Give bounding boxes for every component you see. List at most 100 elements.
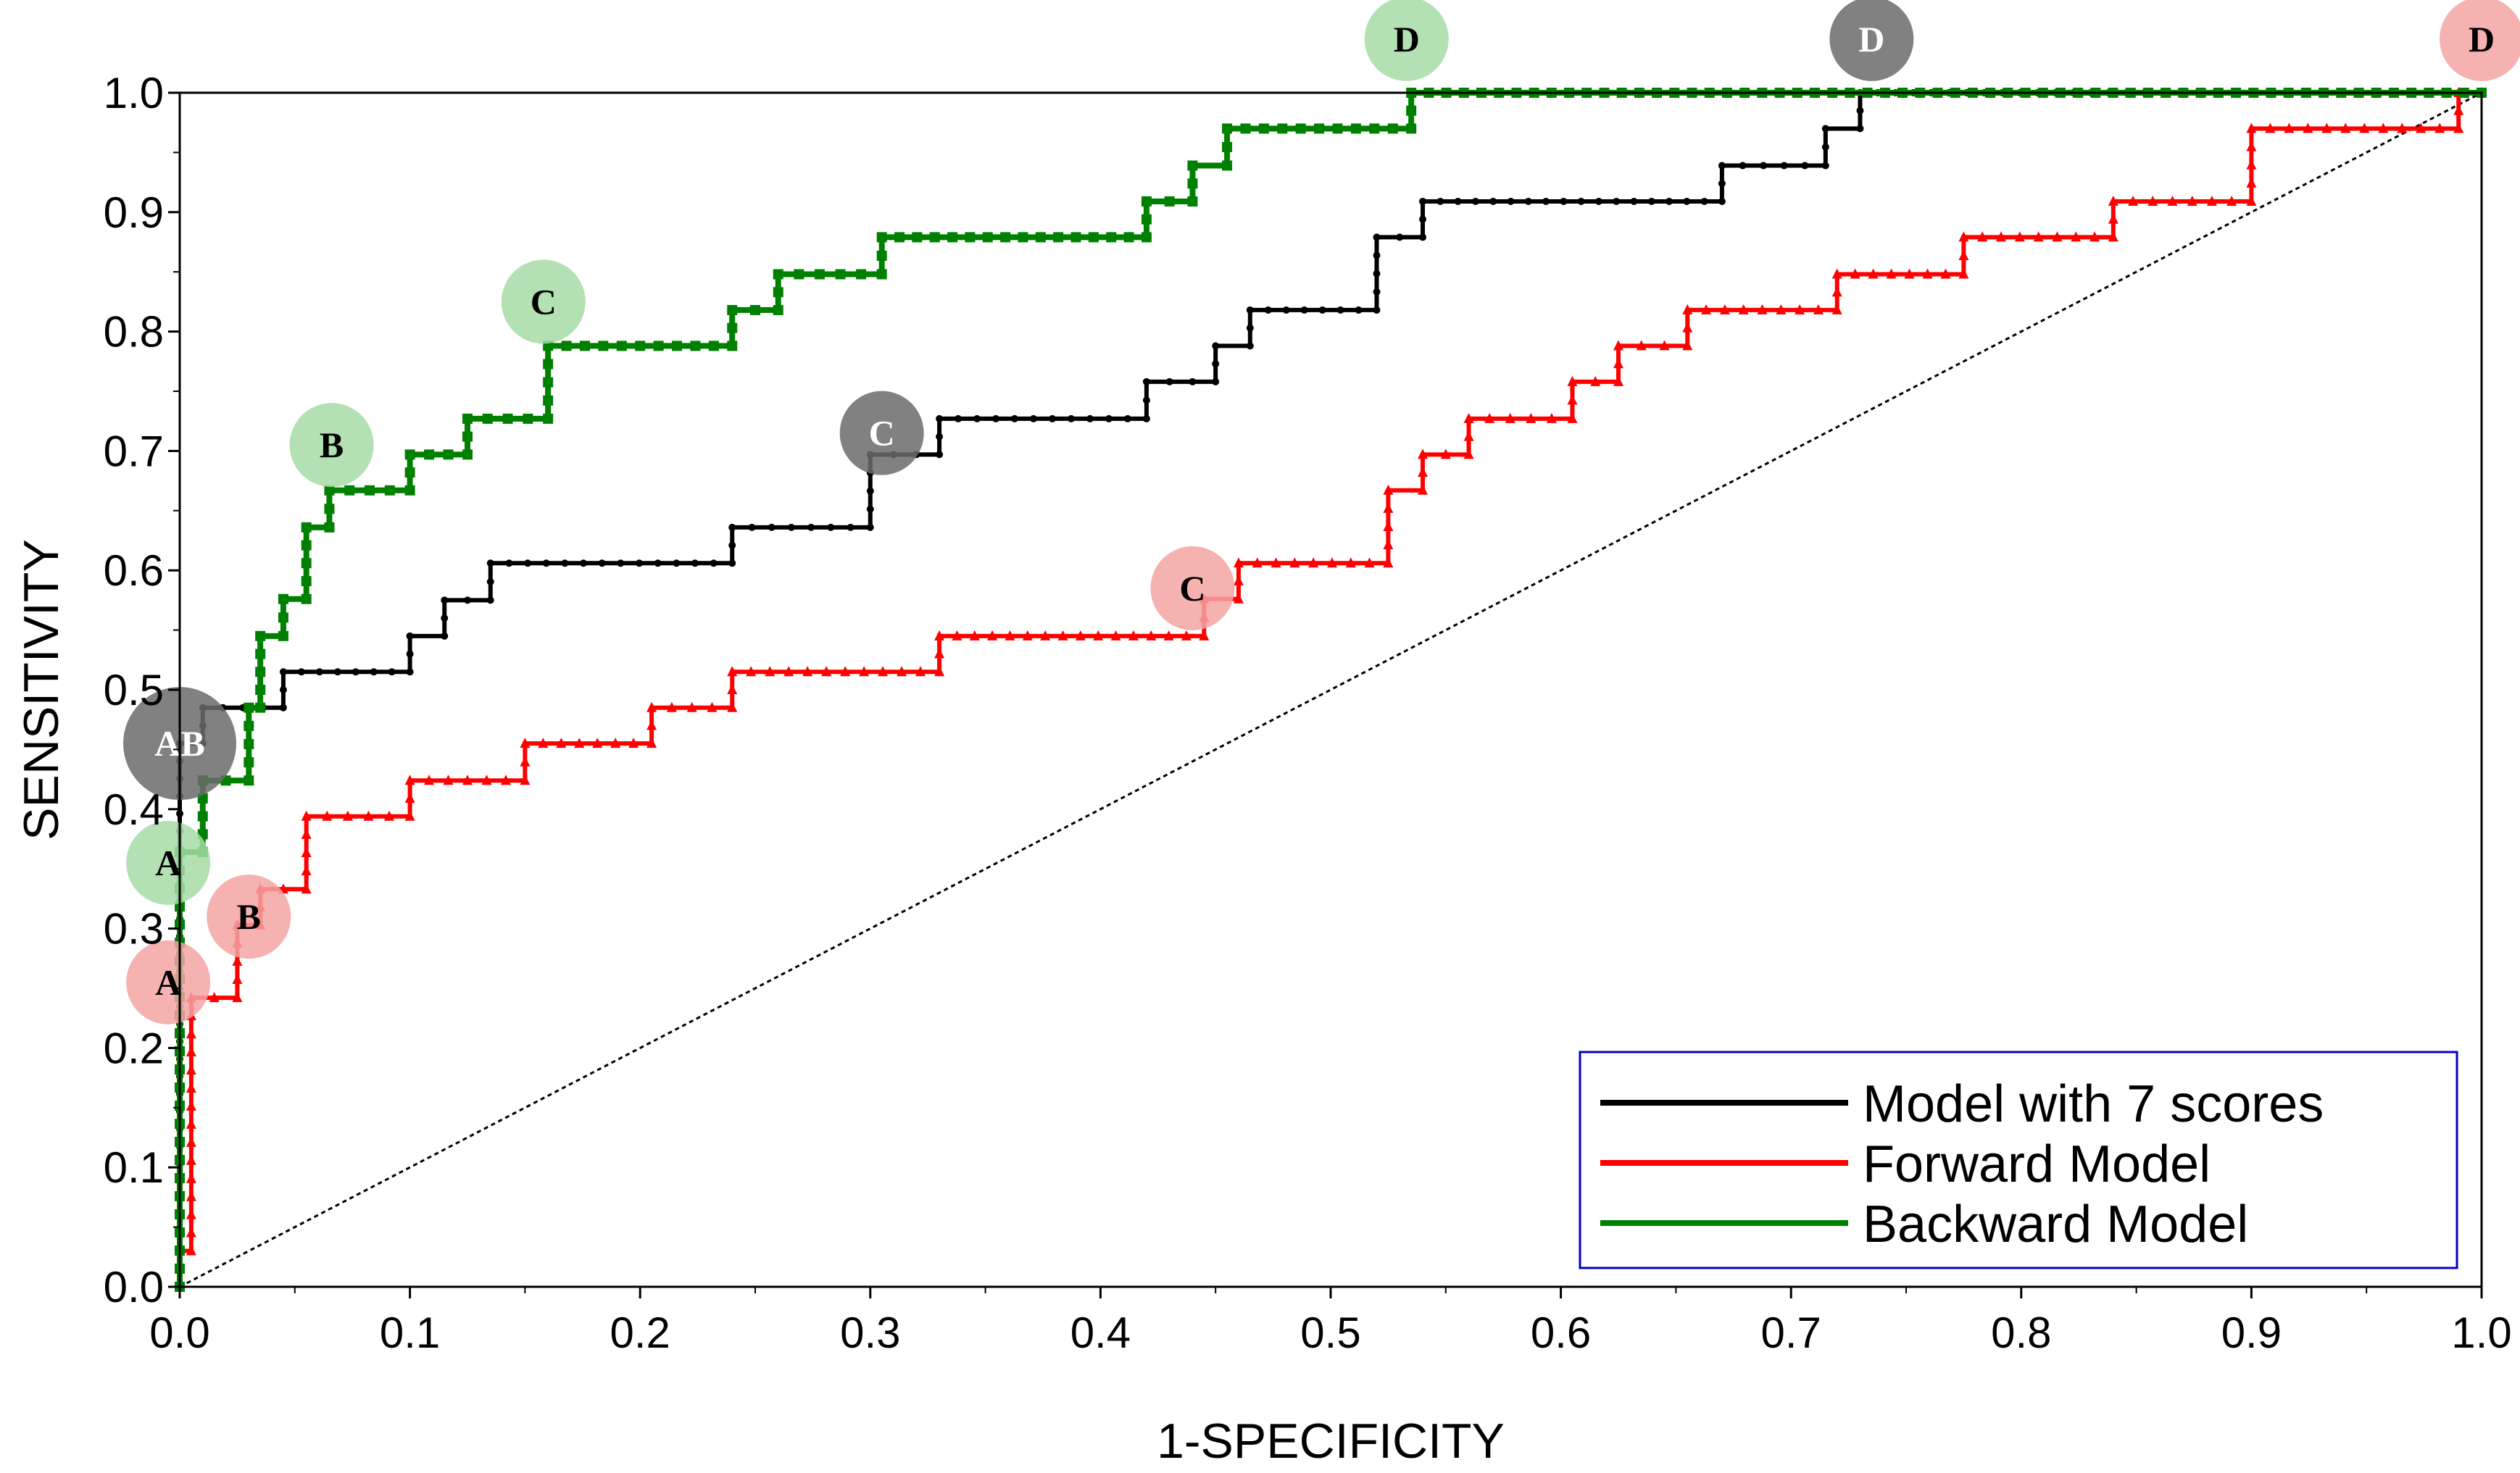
data-point (363, 810, 374, 821)
cutoff-marker: D (2440, 0, 2520, 81)
data-point (186, 1227, 196, 1238)
data-point (1086, 414, 1094, 422)
data-point (1350, 123, 1361, 134)
data-point (1738, 304, 1749, 314)
data-point (787, 523, 795, 531)
data-point (1187, 160, 1198, 171)
data-point (929, 232, 940, 243)
data-point (388, 668, 396, 676)
data-point (1106, 232, 1117, 243)
data-point (1821, 125, 1829, 133)
data-point (1718, 162, 1726, 170)
series-layer (175, 87, 2487, 1292)
data-point (1718, 180, 1726, 188)
data-point (561, 341, 572, 351)
x-tick-label: 0.8 (1991, 1309, 2051, 1357)
data-point (1146, 630, 1157, 640)
data-point (404, 792, 415, 803)
data-point (1030, 414, 1038, 422)
data-point (973, 414, 981, 422)
data-point (1567, 375, 1578, 386)
data-point (710, 559, 718, 567)
data-point (1040, 630, 1051, 640)
data-point (1831, 304, 1842, 314)
data-point (1222, 123, 1233, 134)
data-point (955, 414, 962, 422)
data-point (186, 1172, 196, 1183)
data-point (186, 1046, 196, 1057)
series-forward-model (175, 87, 2487, 1291)
data-point (441, 632, 449, 640)
legend-label: Backward Model (1863, 1195, 2248, 1253)
data-point (1373, 233, 1381, 241)
cutoff-marker-label: C (531, 281, 557, 322)
y-tick-label: 0.4 (104, 785, 164, 834)
data-point (186, 1028, 196, 1039)
data-point (1070, 232, 1081, 243)
cutoff-marker: C (839, 391, 924, 475)
data-point (186, 1190, 196, 1201)
data-point (1332, 123, 1343, 134)
data-point (2397, 122, 2408, 133)
data-point (1831, 268, 1842, 279)
data-point (1369, 123, 1380, 134)
data-point (1666, 197, 1673, 205)
data-point (947, 232, 958, 243)
data-point (1295, 123, 1306, 134)
data-point (1613, 340, 1623, 351)
cutoff-marker-circle (126, 940, 211, 1025)
reference-layer (179, 91, 2482, 1288)
data-point (2206, 195, 2217, 206)
data-point (279, 668, 287, 676)
data-point (333, 668, 341, 676)
data-point (1128, 630, 1139, 640)
data-point (1613, 358, 1623, 369)
data-point (802, 666, 813, 677)
cutoff-marker-label: B (237, 896, 261, 937)
data-point (2416, 122, 2427, 133)
data-point (727, 341, 738, 351)
data-point (992, 414, 1000, 422)
data-point (654, 559, 662, 567)
data-point (1300, 306, 1308, 314)
data-point (1387, 123, 1398, 134)
data-point (1701, 304, 1712, 314)
data-point (1739, 162, 1747, 170)
data-point (1419, 215, 1427, 223)
data-point (1567, 394, 1578, 405)
data-point (244, 720, 254, 731)
data-point (1821, 162, 1829, 170)
data-point (186, 1136, 196, 1147)
data-point (543, 377, 554, 388)
data-point (876, 232, 887, 243)
cutoff-marker: B (207, 875, 291, 959)
data-point (543, 413, 554, 424)
data-point (1057, 630, 1068, 640)
data-point (1484, 412, 1495, 423)
data-point (1345, 557, 1356, 568)
axis-layer: 1-SPECIFICITY SENSITIVITY 0.0 0.1 0.2 0.3 0.… (14, 69, 2512, 1469)
data-point (1904, 268, 1915, 279)
data-point (579, 341, 590, 351)
cutoff-marker-circle (1150, 546, 1235, 630)
data-point (635, 559, 643, 567)
data-point (244, 738, 254, 749)
data-point (965, 232, 976, 243)
data-point (1524, 197, 1532, 205)
data-point (404, 467, 415, 478)
data-point (301, 846, 312, 857)
data-point (322, 810, 333, 821)
data-point (1831, 286, 1842, 297)
data-point (500, 775, 511, 785)
data-point (1507, 197, 1515, 205)
data-point (1187, 196, 1198, 206)
data-point (1165, 377, 1173, 385)
data-point (2321, 122, 2332, 133)
data-point (324, 504, 335, 514)
data-point (1801, 162, 1809, 170)
data-point (1922, 268, 1933, 279)
x-tick-label: 0.6 (1531, 1309, 1591, 1357)
cutoff-marker-label: A (155, 962, 181, 1003)
data-point (556, 738, 567, 748)
data-point (1418, 484, 1429, 495)
